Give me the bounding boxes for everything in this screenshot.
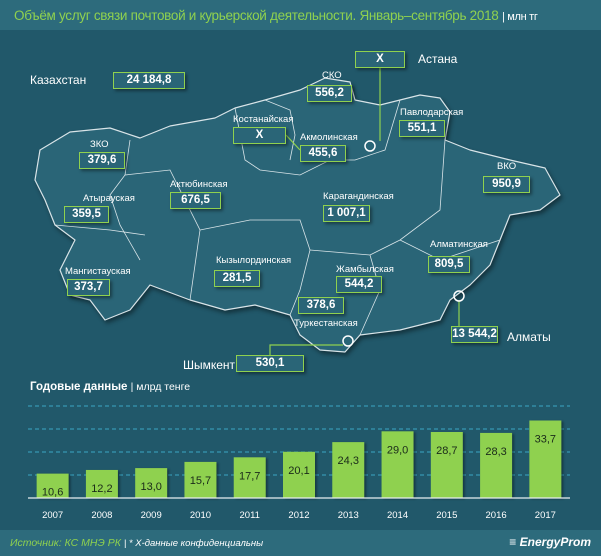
bar-label: 20,1 [288,465,309,477]
x-tick-label: 2014 [387,510,408,521]
region-value-mangistau: 373,7 [67,279,110,296]
region-label-kyzylorda: Кызылординская [216,255,292,266]
bar-2011 [233,457,266,498]
x-tick-label: 2013 [338,510,359,521]
bar-2007 [36,473,69,498]
bar-2010 [184,461,217,498]
source-text: Источник: КС МНЭ РК [10,537,121,549]
bar-2008 [85,469,118,498]
region-label-akmola: Акмолинская [300,132,358,143]
region-label-pavlodar: Павлодарская [400,107,464,118]
region-value-astana: X [355,51,405,68]
total-label: Казахстан [30,73,87,87]
region-value-zhambyl: 544,2 [336,276,382,293]
bar-2009 [135,468,168,498]
logo-text: EnergyProm [519,535,591,549]
region-value-kostanay: X [233,127,286,144]
chart-title: Годовые данные | млрд тенге [30,381,190,393]
bar-2013 [332,442,365,498]
x-tick-label: 2017 [535,510,556,521]
almaty-marker [453,290,465,302]
bar-2015 [430,431,463,498]
bar-label: 28,7 [436,445,457,457]
region-value-akmola: 455,6 [300,145,346,162]
region-label-atyrau: Атырауская [83,193,135,204]
x-tick-label: 2015 [436,510,457,521]
region-label-karaganda: Карагандинская [323,191,394,202]
region-label-aktobe: Актюбинская [170,179,228,190]
page-title: Объём услуг связи почтовой и курьерской … [14,8,538,23]
bar-2014 [381,431,414,498]
x-tick-label: 2012 [288,510,309,521]
region-value-zko: 379,6 [79,152,125,169]
bar-label: 13,0 [140,481,161,493]
region-label-sko: СКО [322,70,342,81]
title-unit: | млн тг [501,11,538,23]
bar-label: 28,3 [485,446,506,458]
region-value-almaty: 13 544,2 [451,326,498,343]
region-label-almaty-obl: Алматинская [430,239,488,250]
bar-label: 17,7 [239,470,260,482]
bar-label: 15,7 [190,475,211,487]
bar-label: 24,3 [338,455,359,467]
region-value-atyrau: 359,5 [64,206,109,223]
region-value-kyzylorda: 281,5 [214,270,260,287]
chart-unit: | млрд тенге [130,381,191,393]
region-label-zko: ЗКО [90,139,109,150]
x-tick-label: 2009 [141,510,162,521]
x-tick-label: 2011 [240,510,260,521]
x-tick-label: 2007 [42,510,63,521]
x-tick-label: 2008 [91,510,112,521]
bar-2012 [283,451,315,498]
region-label-zhambyl: Жамбылская [336,264,394,275]
region-label-mangistau: Мангистауская [65,266,131,277]
bar-label: 12,2 [91,483,112,495]
header: Объём услуг связи почтовой и курьерской … [0,0,601,30]
bar-2017 [529,420,562,498]
region-value-almaty-obl: 809,5 [428,256,470,273]
title-text: Объём услуг связи почтовой и курьерской … [14,8,499,23]
region-value-turkestan: 378,6 [298,297,344,314]
annual-bar-chart: 10,6 2007 12,2 2008 13,0 2009 15,7 2010 17,7 2011… [28,405,570,521]
astana-marker [364,140,376,152]
x-tick-label: 2010 [190,510,211,521]
region-label-astana: Астана [418,52,458,66]
region-label-kostanay: Костанайская [233,114,294,125]
shymkent-marker [342,335,354,347]
region-value-shymkent: 530,1 [236,355,304,372]
region-value-sko: 556,2 [307,85,352,102]
chart-title-text: Годовые данные [30,381,128,393]
bar-label: 10,6 [42,487,63,499]
x-tick-label: 2016 [486,510,507,521]
footer: Источник: КС МНЭ РК | * Х-данные конфиде… [0,530,601,556]
region-label-shymkent: Шымкент [183,358,236,372]
region-value-karaganda: 1 007,1 [323,205,370,222]
total-value: 24 184,8 [113,72,185,89]
energyprom-logo: ≡ EnergyProm [509,535,591,549]
region-label-vko: ВКО [497,161,517,172]
region-value-aktobe: 676,5 [170,192,221,209]
footnote: | * Х-данные конфиденциальны [123,538,264,549]
bar-label: 29,0 [387,444,408,456]
logo-icon: ≡ [509,535,517,549]
region-value-pavlodar: 551,1 [399,120,445,137]
region-label-turkestan: Туркестанская [294,318,358,329]
region-value-vko: 950,9 [483,176,530,193]
region-label-almaty: Алматы [507,330,551,344]
source: Источник: КС МНЭ РК | * Х-данные конфиде… [10,537,263,549]
bar-label: 33,7 [535,433,556,445]
bar-2016 [480,432,513,498]
